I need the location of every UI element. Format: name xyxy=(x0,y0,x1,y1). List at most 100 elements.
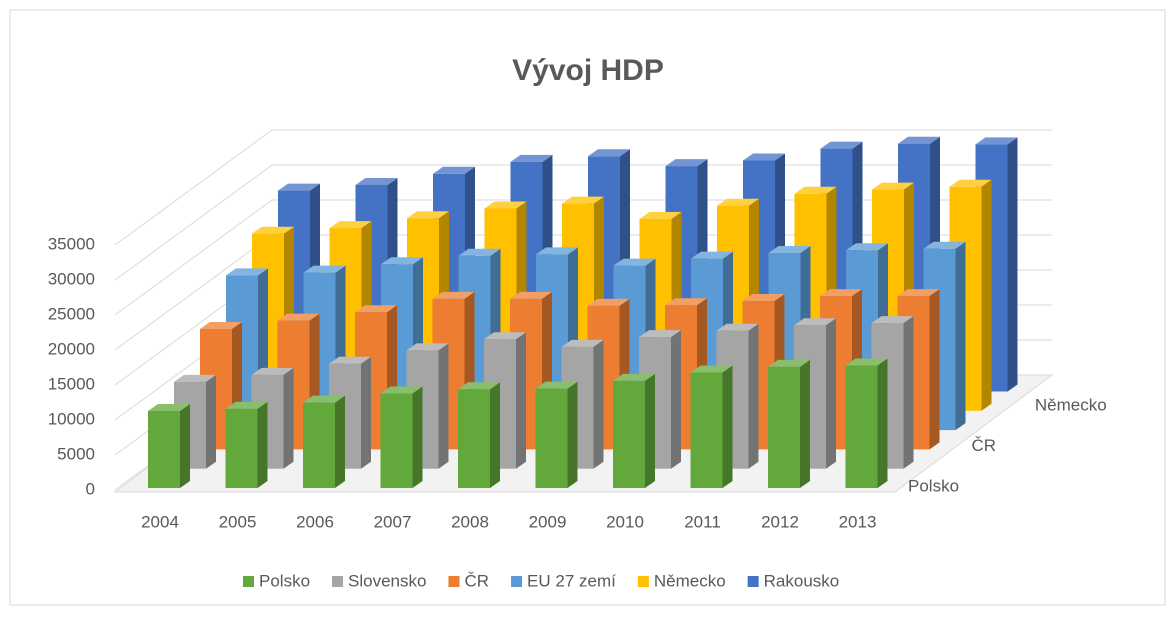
depth-label: Německo xyxy=(1035,395,1107,414)
bar xyxy=(613,373,655,488)
bar-front xyxy=(690,372,723,488)
bar-top xyxy=(458,382,500,390)
bar-side xyxy=(722,365,733,488)
bar-top xyxy=(820,141,863,149)
bar-side xyxy=(645,373,655,488)
bar-top xyxy=(200,322,242,329)
bar xyxy=(380,386,423,488)
legend-swatch xyxy=(747,576,759,587)
bar-top xyxy=(949,179,992,187)
bar-top xyxy=(148,404,190,411)
x-tick-label: 2010 xyxy=(606,512,644,531)
x-tick-label: 2004 xyxy=(141,512,179,531)
bar-side xyxy=(516,332,526,469)
y-tick-label: 30000 xyxy=(48,269,95,288)
bar-top xyxy=(691,251,733,259)
bar-top xyxy=(535,381,578,389)
bar-side xyxy=(671,330,681,469)
legend-swatch xyxy=(637,576,649,587)
bar-side xyxy=(748,323,759,469)
bar-top xyxy=(742,294,785,301)
bar-side xyxy=(567,381,578,488)
bar-side xyxy=(283,367,294,469)
bar-top xyxy=(458,248,501,256)
bar-side xyxy=(490,382,500,488)
bar-top xyxy=(743,153,785,161)
bar-top xyxy=(897,289,940,297)
bar-side xyxy=(826,318,836,469)
bar-side xyxy=(929,289,940,450)
bar-top xyxy=(562,196,604,204)
bar-top xyxy=(381,257,423,265)
bar xyxy=(458,382,500,488)
grid-line xyxy=(114,164,1052,281)
bar-top xyxy=(406,343,449,351)
legend-label: EU 27 zemí xyxy=(527,571,616,590)
y-tick-label: 0 xyxy=(86,479,95,498)
grid-line xyxy=(114,199,1052,316)
y-tick-label: 5000 xyxy=(57,444,95,463)
legend-label: ČR xyxy=(464,571,489,590)
bar-top xyxy=(484,201,527,209)
y-tick-label: 25000 xyxy=(48,304,95,323)
bar-front xyxy=(613,380,645,488)
bar-top xyxy=(587,298,630,306)
bar-side xyxy=(903,316,914,469)
bar-top xyxy=(174,374,216,382)
legend-label: Německo xyxy=(654,571,726,590)
legend-swatch xyxy=(511,576,523,587)
bar xyxy=(690,365,733,488)
x-tick-label: 2007 xyxy=(374,512,412,531)
chart-title: Vývoj HDP xyxy=(512,54,664,87)
bar-front xyxy=(845,365,878,488)
legend-label: Polsko xyxy=(259,571,310,590)
bar-top xyxy=(278,183,320,191)
bar-top xyxy=(536,247,578,255)
bar-side xyxy=(1007,137,1018,392)
legend-swatch xyxy=(332,576,344,587)
bar-top xyxy=(251,367,294,375)
legend-label: Slovensko xyxy=(348,571,426,590)
bar-top xyxy=(768,359,810,367)
bar-top xyxy=(871,316,914,324)
bar xyxy=(303,395,345,488)
bar-top xyxy=(923,241,966,249)
bar-top xyxy=(225,401,268,409)
bar-top xyxy=(303,265,346,273)
bar-top xyxy=(329,221,372,229)
bar-top xyxy=(588,149,630,157)
bar-top xyxy=(226,268,268,276)
bar-top xyxy=(639,330,681,338)
x-tick-label: 2005 xyxy=(219,512,257,531)
depth-label: ČR xyxy=(971,436,996,455)
bar-top xyxy=(303,395,345,403)
bar-front xyxy=(768,366,800,488)
bar-front xyxy=(303,402,335,488)
bar-top xyxy=(872,182,914,190)
bar-top xyxy=(846,243,888,251)
x-tick-label: 2006 xyxy=(296,512,334,531)
bar-top xyxy=(407,211,449,219)
bar-front xyxy=(148,411,180,488)
bar-top xyxy=(510,154,553,162)
bar-side xyxy=(438,343,449,469)
bar-top xyxy=(639,212,682,219)
bar-top xyxy=(355,305,397,313)
bar-front xyxy=(225,408,258,488)
bar-top xyxy=(277,313,320,321)
bar-side xyxy=(257,401,268,488)
bar-side xyxy=(593,339,604,469)
bar-top xyxy=(432,291,475,299)
bar-side xyxy=(412,386,423,488)
x-tick-label: 2008 xyxy=(451,512,489,531)
bar-top xyxy=(794,186,837,194)
bar-top xyxy=(510,291,552,299)
bar-side xyxy=(981,179,992,411)
bar-side xyxy=(955,241,966,431)
bar-top xyxy=(613,373,655,381)
bar-top xyxy=(768,246,811,253)
bar xyxy=(845,358,888,488)
y-tick-label: 15000 xyxy=(48,374,95,393)
bar-top xyxy=(613,258,656,266)
